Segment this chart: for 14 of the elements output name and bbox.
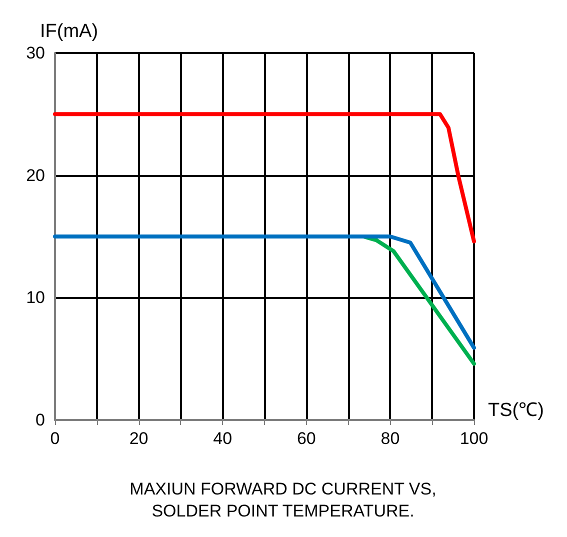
x-tick-label: 20	[129, 429, 148, 448]
x-tick-label: 60	[296, 429, 316, 448]
y-tick-label: 30	[26, 44, 45, 62]
x-tick-label: 40	[213, 429, 232, 448]
x-tick-label: 0	[50, 429, 60, 448]
x-tick-label: 100	[460, 429, 488, 448]
y-tick-label: 10	[26, 288, 45, 308]
y-tick-label: 20	[26, 166, 45, 185]
y-axis-title: IF(mA)	[40, 21, 98, 42]
x-tick-label: 80	[380, 429, 400, 448]
y-tick-label: 0	[36, 410, 45, 430]
x-axis-title: TS(℃)	[488, 400, 544, 421]
text: MAXIUN FORWARD DC CURRENT VS, SOLDER POINT TEMPERATURE.	[130, 480, 436, 520]
line-series	[53, 112, 476, 244]
